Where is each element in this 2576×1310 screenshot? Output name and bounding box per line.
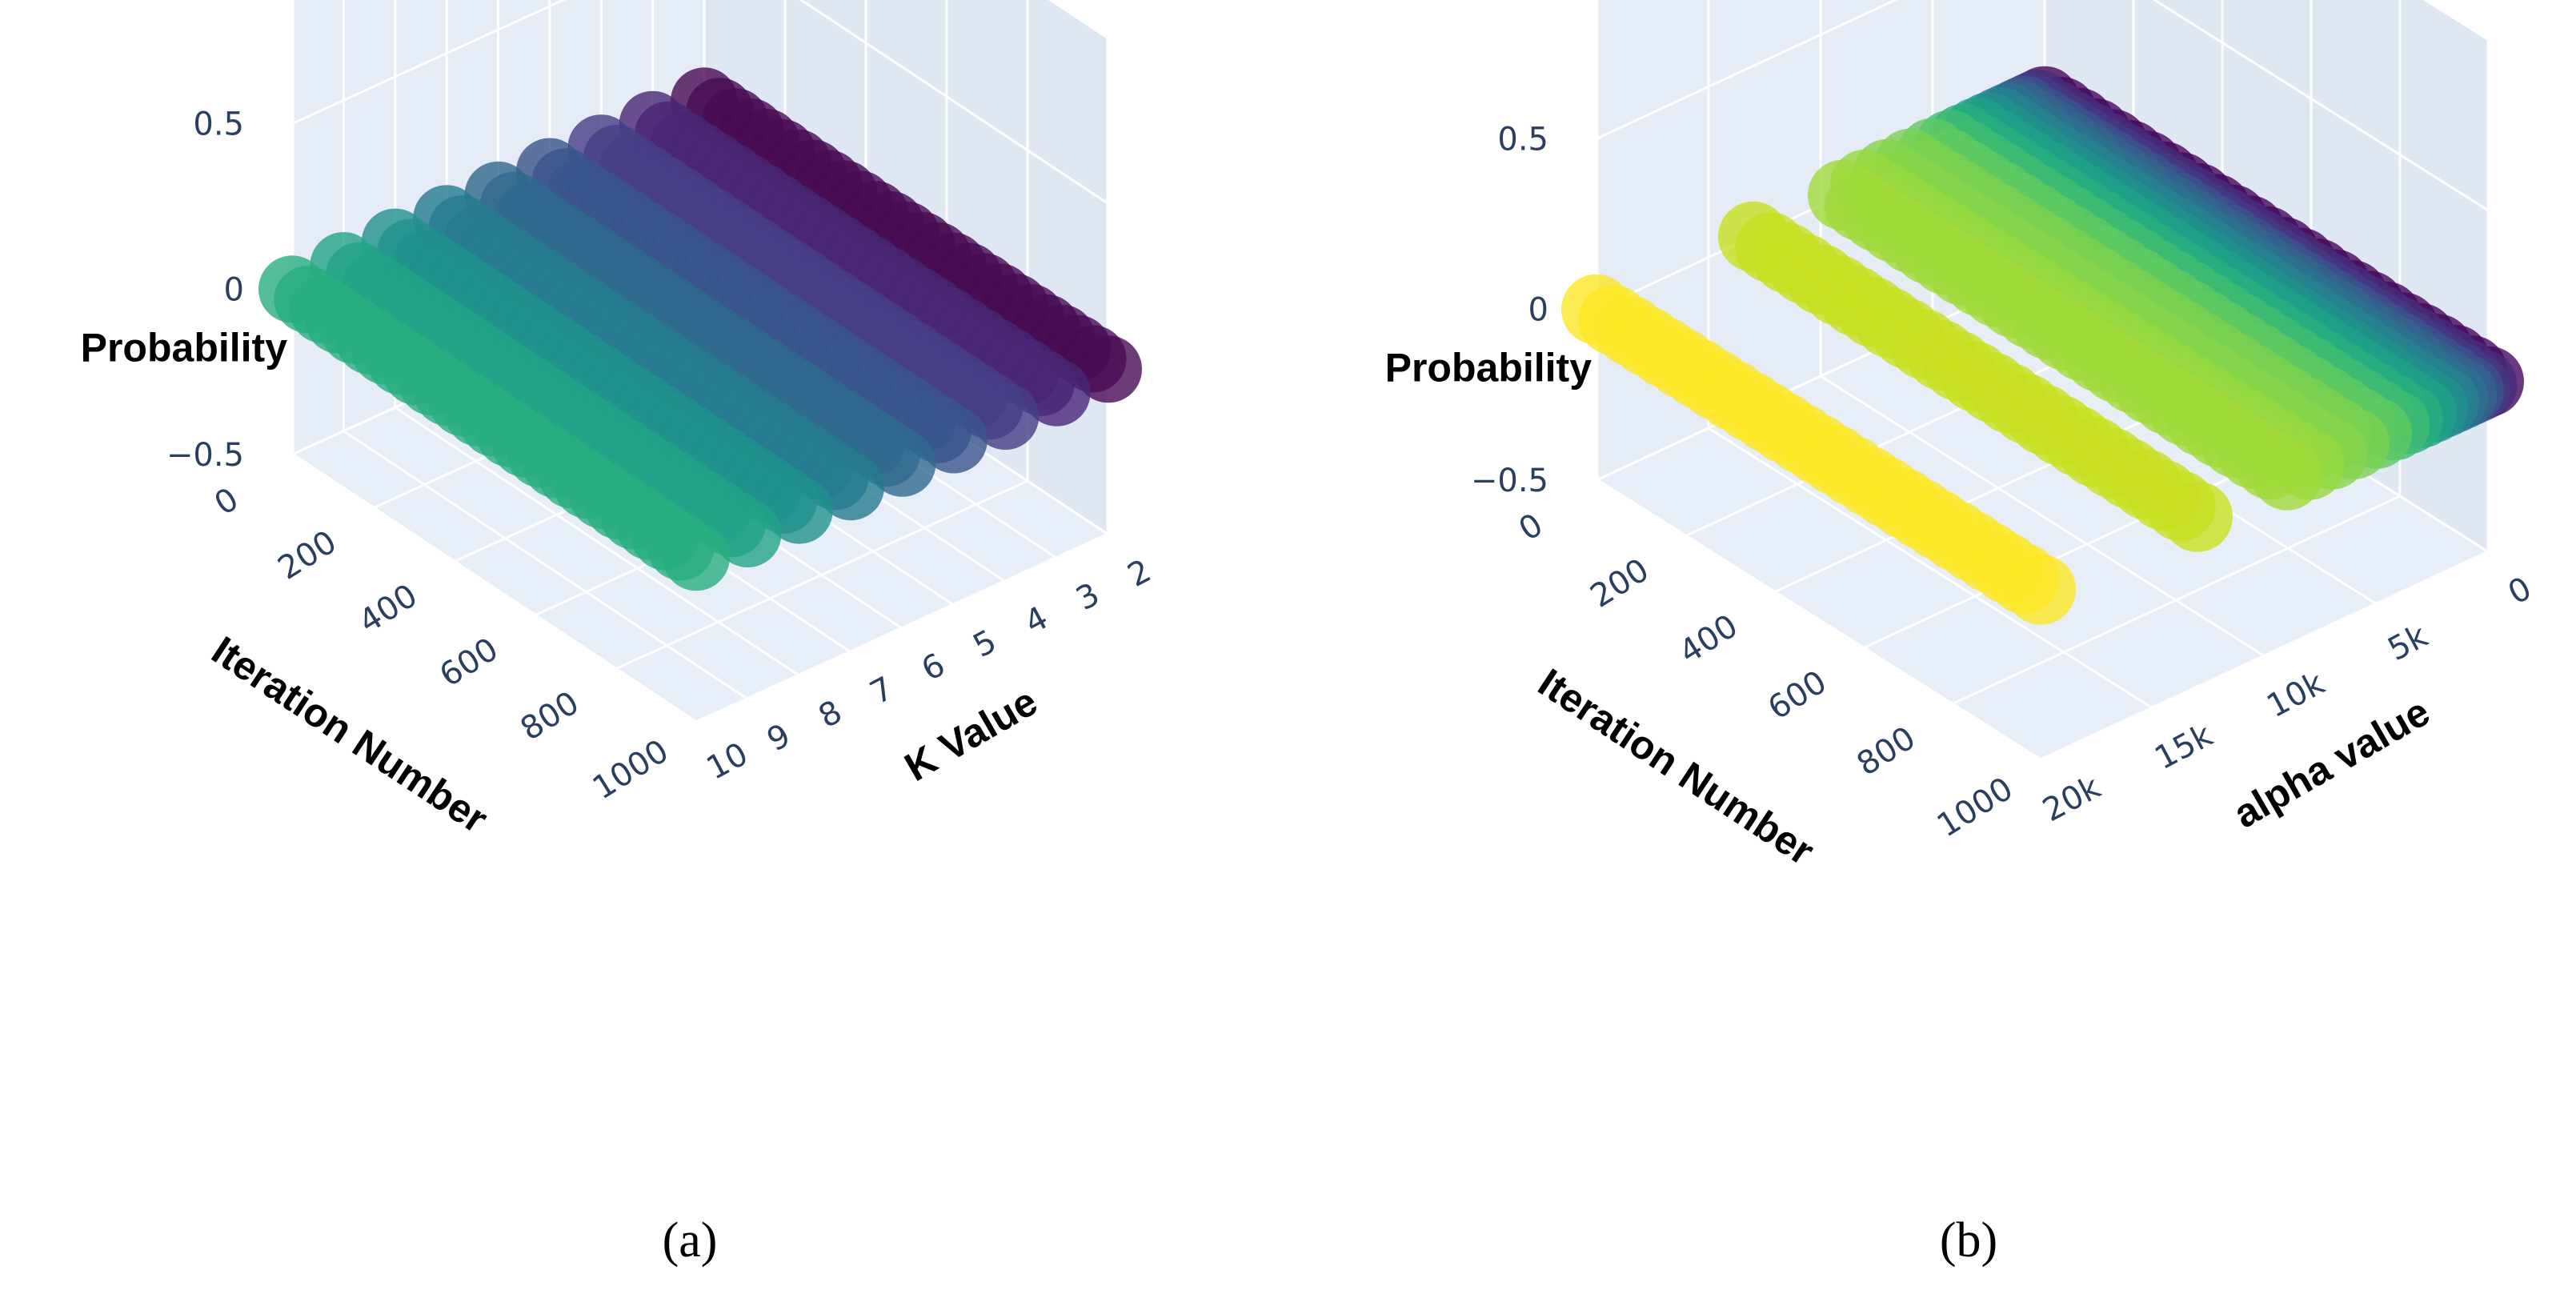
z-tick-label: 0.5: [193, 106, 244, 143]
data-points: [1561, 66, 2524, 625]
y-tick-label: 0: [2502, 570, 2538, 612]
x-tick-label: 600: [1762, 663, 1833, 727]
point[interactable]: [2252, 439, 2322, 511]
x-tick-label: 0: [208, 481, 245, 523]
y-tick-label: 5k: [2382, 617, 2434, 668]
caption-a: (a): [663, 1213, 718, 1268]
x-tick-label: 200: [1584, 551, 1656, 615]
x-tick-label: 0: [1512, 507, 1549, 548]
y-tick-label: 4: [1019, 599, 1054, 642]
z-tick-labels: 10.50−0.5: [1471, 121, 1548, 499]
y-tick-label: 6: [915, 647, 951, 689]
x-tick-label: 200: [272, 523, 343, 587]
x-tick-label: 400: [353, 577, 424, 640]
y-tick-label: 9: [761, 717, 796, 759]
x-tick-label: 800: [1851, 719, 1922, 783]
z-tick-labels: 10.50−0.5: [166, 106, 244, 474]
z-tick-label: −0.5: [1471, 463, 1548, 499]
z-tick-label: 0.5: [1497, 121, 1548, 158]
point[interactable]: [2005, 554, 2076, 625]
z-tick-label: −0.5: [166, 437, 244, 474]
z-tick-label: 0: [1528, 292, 1548, 329]
x-tick-label: 600: [434, 631, 505, 694]
series-10[interactable]: [258, 255, 730, 591]
series-20000[interactable]: [1561, 274, 2076, 625]
data-points: [258, 67, 1142, 591]
y-tick-label: 5: [968, 623, 1003, 665]
series-9000[interactable]: [1808, 159, 2322, 511]
panel-b-3d-scatter[interactable]: 10.50−0.5Probability02004006008001000Ite…: [1385, 0, 2538, 874]
y-tick-label: 7: [864, 670, 899, 712]
point[interactable]: [765, 476, 833, 544]
point[interactable]: [1023, 359, 1091, 427]
y-tick-label: 10k: [2261, 664, 2331, 725]
caption-b: (b): [1940, 1213, 1997, 1268]
y-tick-label: 3: [1070, 576, 1105, 619]
point[interactable]: [972, 383, 1040, 451]
z-axis-title: Probability: [81, 325, 288, 370]
z-tick-label: 0: [224, 271, 244, 308]
y-tick-label: 20k: [2037, 768, 2107, 829]
point[interactable]: [868, 429, 936, 497]
series-8[interactable]: [361, 208, 833, 544]
y-axis-title: K Value: [897, 679, 1044, 790]
y-tick-label: 15k: [2149, 716, 2219, 777]
z-axis-title: Probability: [1385, 346, 1592, 391]
series-13000[interactable]: [1718, 201, 2233, 552]
point[interactable]: [1075, 335, 1142, 403]
x-tick-label: 800: [515, 684, 586, 747]
point[interactable]: [2162, 481, 2233, 552]
panel-a-3d-scatter[interactable]: 10.50−0.5Probability02004006008001000Ite…: [81, 0, 1157, 842]
y-tick-label: 2: [1122, 552, 1157, 595]
point[interactable]: [817, 453, 885, 521]
point[interactable]: [919, 406, 988, 474]
y-tick-label: 10: [701, 735, 755, 787]
point[interactable]: [663, 523, 730, 591]
point[interactable]: [714, 500, 782, 567]
y-tick-label: 8: [813, 694, 848, 736]
y-axis-title: alpha value: [2226, 689, 2438, 837]
x-tick-label: 400: [1673, 607, 1745, 671]
x-tick-label: 1000: [587, 732, 675, 807]
x-tick-label: 1000: [1931, 770, 2020, 844]
